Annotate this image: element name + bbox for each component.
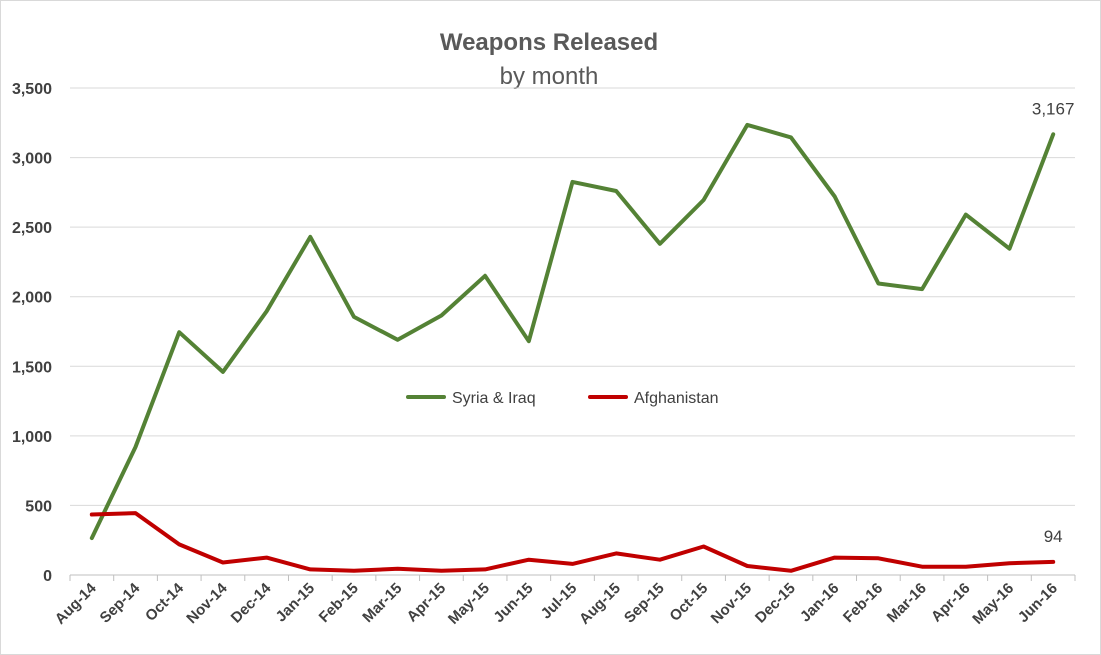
y-tick-label: 3,000 — [12, 151, 52, 168]
y-tick-label: 3,500 — [12, 81, 52, 98]
legend-label: Syria & Iraq — [452, 390, 536, 407]
x-tick-label: Aug-14 — [52, 579, 100, 627]
x-tick-label: Mar-15 — [359, 580, 405, 626]
y-tick-label: 2,000 — [12, 290, 52, 307]
chart-subtitle: by month — [500, 63, 599, 90]
x-tick-label: Jan-15 — [273, 580, 319, 626]
x-tick-label: Dec-14 — [228, 579, 275, 626]
chart-title: Weapons Released — [440, 29, 658, 56]
y-tick-label: 1,000 — [12, 429, 52, 446]
series-lines — [89, 122, 1056, 573]
x-tick-label: Sep-15 — [621, 580, 668, 627]
gridlines — [70, 87, 1075, 506]
series-line — [89, 511, 1056, 573]
x-tick-label: Feb-15 — [316, 580, 362, 626]
y-tick-label: 500 — [25, 498, 52, 515]
x-tick-label: May-16 — [969, 580, 1017, 628]
legend: Syria & Iraq Afghanistan — [406, 390, 719, 407]
x-tick-label: Apr-15 — [404, 580, 450, 626]
x-tick-label: Jul-15 — [538, 580, 581, 623]
data-label: 94 — [1044, 527, 1063, 546]
x-axis: Aug-14Sep-14Oct-14Nov-14Dec-14Jan-15Feb-… — [52, 574, 1076, 628]
data-label: 3,167 — [1032, 99, 1075, 118]
x-tick-label: Apr-16 — [928, 580, 974, 626]
legend-label: Afghanistan — [634, 390, 719, 407]
x-tick-label: Jun-15 — [490, 580, 536, 626]
x-tick-label: Oct-14 — [142, 579, 187, 624]
x-tick-label: Jun-16 — [1015, 580, 1061, 626]
x-tick-label: Dec-15 — [752, 580, 799, 627]
x-tick-label: May-15 — [445, 580, 493, 628]
x-tick-label: Aug-15 — [576, 580, 624, 628]
y-axis: 0 500 1,000 1,500 2,000 2,500 3,000 3,500 — [12, 81, 52, 585]
series-line — [89, 122, 1056, 541]
x-tick-label: Oct-15 — [666, 580, 711, 625]
x-tick-label: Jan-16 — [797, 580, 843, 626]
x-tick-label: Feb-16 — [840, 580, 886, 626]
x-tick-label: Nov-14 — [183, 579, 231, 627]
data-labels: 3,167 94 — [1032, 99, 1075, 546]
y-tick-label: 2,500 — [12, 220, 52, 237]
x-tick-label: Mar-16 — [884, 580, 930, 626]
y-tick-label: 1,500 — [12, 359, 52, 376]
x-tick-label: Nov-15 — [708, 580, 755, 627]
x-tick-label: Sep-14 — [97, 579, 144, 626]
y-tick-label: 0 — [43, 568, 52, 585]
